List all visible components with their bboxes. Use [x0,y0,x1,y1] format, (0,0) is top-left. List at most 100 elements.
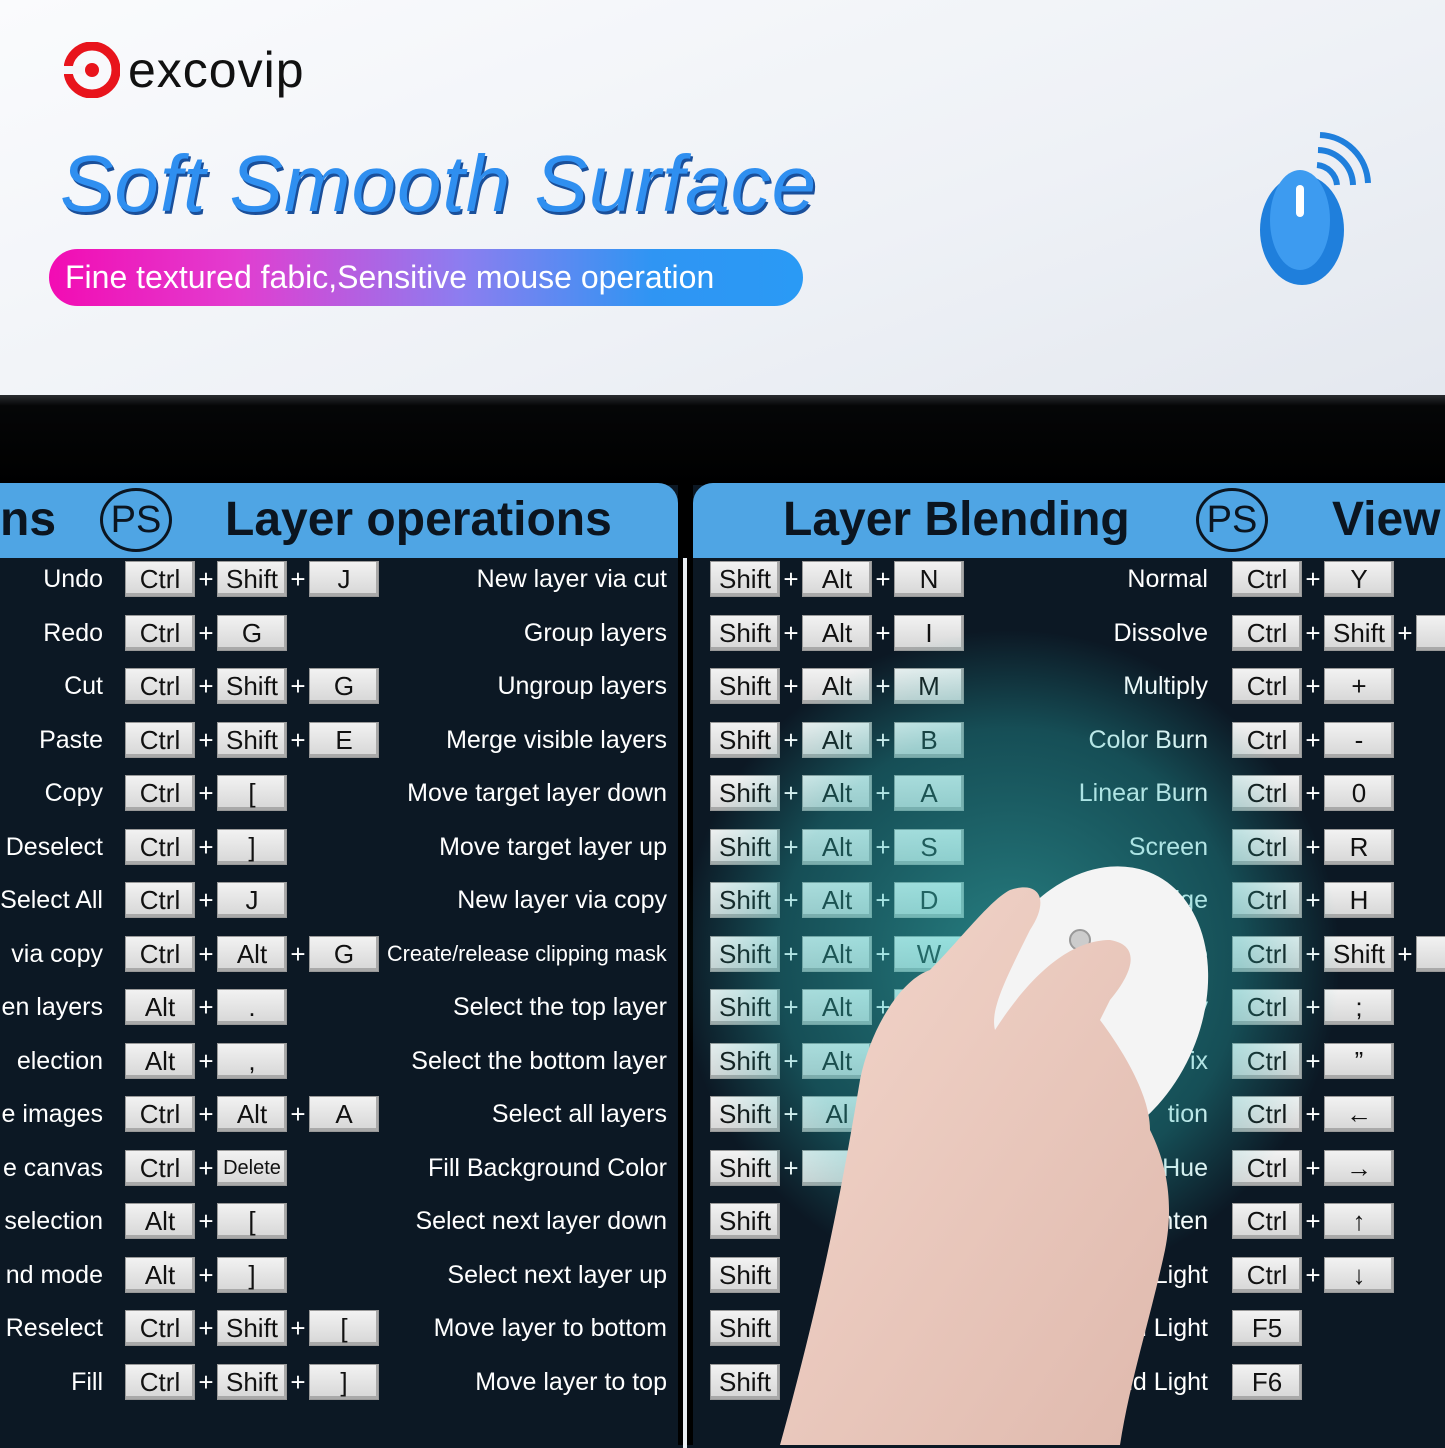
shortcut-label: en layers [1,993,103,1021]
key-g: G [309,935,379,972]
plus-sign: + [290,724,306,755]
key-ctrl: Ctrl [1232,882,1302,918]
key-shift: Shift [710,561,780,597]
brand-logo: excovip [64,42,305,98]
plus-sign: + [875,992,891,1022]
key-x: ] [309,1363,379,1400]
key-a: A [309,1096,379,1132]
plus-sign: + [783,617,799,648]
plus-sign: + [1305,1099,1321,1129]
shortcut-label: Paste [39,725,103,754]
plus-sign: + [198,885,214,915]
key-ctrl: Ctrl [125,1310,195,1346]
key-y: Y [1324,561,1394,597]
headline: Soft Smooth Surface [60,139,818,228]
plus-sign: + [198,1206,214,1236]
plus-sign: + [1305,564,1321,594]
key-shift: Shift [217,721,287,758]
blend-mode-label: Linear Burn [1078,779,1208,807]
plus-sign: + [783,564,799,594]
key-f5: F5 [1232,1310,1302,1346]
key-alt: Alt [125,1203,195,1239]
shortcut-label: e images [1,1100,103,1128]
key-shift: Shift [710,1363,780,1400]
key-ctrl: Ctrl [1232,1096,1302,1132]
blend-mode-label: Normal [1127,565,1208,593]
key-m: M [894,668,964,704]
plus-sign: + [290,1099,306,1129]
key-alt: Alt [217,935,287,972]
plus-sign: + [290,1313,306,1343]
key-shift: Shift [710,614,780,651]
shortcut-action: New layer via copy [457,886,667,914]
key-ctrl: Ctrl [125,882,195,918]
ps-badge-icon: PS [100,488,172,552]
shortcut-action: Fill Background Color [428,1153,667,1182]
key-x: ] [217,828,287,865]
key-shift: Shift [217,668,287,704]
key-ctrl: Ctrl [125,721,195,758]
key-shift: Shift [710,668,780,704]
plus-sign: + [198,617,214,648]
shortcut-action: New layer via cut [476,565,667,593]
key-ctrl: Ctrl [125,1149,195,1186]
shortcut-label: Copy [44,779,103,807]
key-ctrl: Ctrl [1232,775,1302,811]
key-ctrl: Ctrl [1232,1256,1302,1293]
key-r: R [1324,828,1394,865]
shortcut-action: Select the top layer [452,993,667,1021]
panel-divider [678,483,693,1448]
key-ctrl: Ctrl [1232,721,1302,758]
key-x: ; [1324,989,1394,1025]
key-x: , [217,1042,287,1079]
key-x: [ [217,1203,287,1239]
key-g: G [217,614,287,651]
key-alt: Alt [217,1096,287,1132]
key-ctrl: Ctrl [1232,668,1302,704]
shortcut-label: via copy [11,939,103,968]
plus-sign: + [1305,831,1321,862]
key-shift: Shift [710,989,780,1025]
key-ctrl: Ctrl [125,561,195,597]
key-alt: Alt [802,989,872,1025]
plus-sign: + [875,671,891,701]
blend-mode-label: Hard Light [1092,1314,1208,1342]
key-alt: Alt [802,668,872,704]
key-w: W [894,935,964,972]
shortcut-action: Select next layer down [415,1207,667,1235]
key-blank [894,989,964,1025]
blend-mode-label: Vivid Light [1093,1367,1208,1396]
pad-edge [0,395,1445,485]
plus-sign: + [1305,617,1321,648]
blend-mode-label: Hue [1162,1153,1208,1182]
next-title-fragment: View [1332,493,1441,546]
plus-sign: + [783,1045,799,1076]
plus-sign: + [1305,778,1321,808]
shortcut-label: Undo [43,565,103,593]
key-x: ← [1324,1096,1394,1132]
key-d: D [894,882,964,918]
shortcut-label: selection [4,1207,103,1235]
banner: excovip Soft Smooth Surface Fine texture… [0,0,1445,395]
plus-sign: + [198,992,214,1022]
key-shift: Shift [217,561,287,597]
panel-header: ns PS Layer operations [0,483,678,558]
plus-sign: + [198,1366,214,1397]
key-alt: Alt [802,561,872,597]
plus-sign: + [290,938,306,969]
panel-header: Layer Blending PS View [693,483,1445,558]
plus-sign: + [875,938,891,969]
plus-sign: + [1305,1045,1321,1076]
key-ctrl: Ctrl [1232,935,1302,972]
key-x: [ [309,1310,379,1346]
blend-mode-label: ix [1189,1046,1208,1075]
key-x: ↓ [1324,1256,1394,1293]
panel-title: Layer Blending [783,493,1130,546]
key-blank [802,1149,872,1186]
shortcut-label: e canvas [2,1153,103,1182]
key-shift: Shift [710,1203,780,1239]
plus-sign: + [1305,671,1321,701]
shortcut-label: Select All [0,886,103,914]
key-ctrl: Ctrl [1232,1042,1302,1079]
key-e: E [309,721,379,758]
